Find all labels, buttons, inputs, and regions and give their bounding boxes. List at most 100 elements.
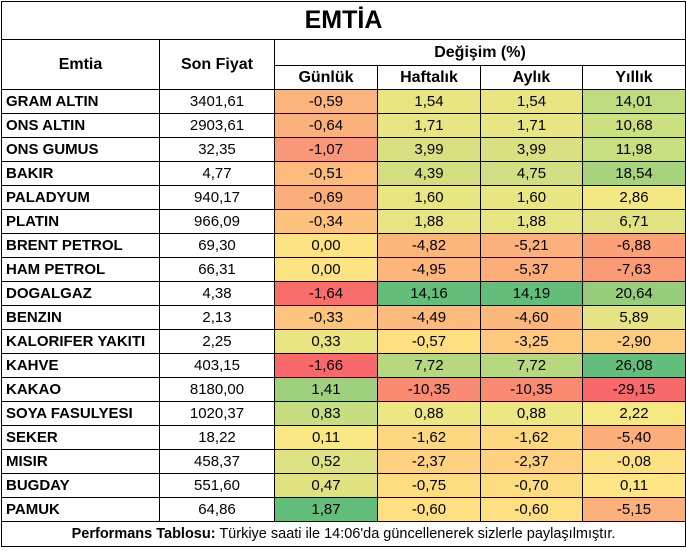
header-change: Değişim (%) — [273, 39, 686, 66]
daily-change-cell: 0,47 — [274, 473, 378, 498]
weekly-change-cell: 1,71 — [377, 113, 481, 138]
header-weekly: Haftalık — [377, 65, 481, 90]
monthly-change-cell: 1,71 — [480, 113, 583, 138]
footer-text: Türkiye saati ile 14:06'da güncellenerek… — [215, 526, 616, 542]
last-price-cell: 8180,00 — [159, 377, 275, 402]
table-row: PLATIN 966,09 -0,34 1,88 1,88 6,71 — [1, 209, 686, 234]
table-row: DOGALGAZ 4,38 -1,64 14,16 14,19 20,64 — [1, 281, 686, 306]
daily-change-cell: -0,64 — [274, 113, 378, 138]
monthly-change-cell: 4,75 — [480, 161, 583, 186]
daily-change-cell: -0,33 — [274, 305, 378, 330]
last-price-cell: 66,31 — [159, 257, 275, 282]
weekly-change-cell: -4,49 — [377, 305, 481, 330]
daily-change-cell: 1,87 — [274, 497, 378, 522]
table-row: BENZIN 2,13 -0,33 -4,49 -4,60 5,89 — [1, 305, 686, 330]
last-price-cell: 32,35 — [159, 137, 275, 162]
monthly-change-cell: 1,88 — [480, 209, 583, 234]
weekly-change-cell: 1,88 — [377, 209, 481, 234]
last-price-cell: 2,13 — [159, 305, 275, 330]
last-price-cell: 4,38 — [159, 281, 275, 306]
weekly-change-cell: -0,57 — [377, 329, 481, 354]
weekly-change-cell: -0,75 — [377, 473, 481, 498]
monthly-change-cell: -0,70 — [480, 473, 583, 498]
last-price-cell: 2903,61 — [159, 113, 275, 138]
commodity-name: KAKAO — [1, 377, 160, 402]
yearly-change-cell: 14,01 — [581, 89, 686, 114]
yearly-change-cell: 20,64 — [581, 281, 686, 306]
yearly-change-cell: 6,71 — [581, 209, 686, 234]
header-monthly: Aylık — [480, 65, 583, 90]
monthly-change-cell: 0,88 — [480, 401, 583, 426]
monthly-change-cell: 14,19 — [480, 281, 583, 306]
weekly-change-cell: -4,82 — [377, 233, 481, 258]
monthly-change-cell: -1,62 — [480, 425, 583, 450]
yearly-change-cell: 2,86 — [581, 185, 686, 210]
monthly-change-cell: -4,60 — [480, 305, 583, 330]
header-commodity: Emtia — [1, 39, 160, 90]
monthly-change-cell: 7,72 — [480, 353, 583, 378]
last-price-cell: 966,09 — [159, 209, 275, 234]
daily-change-cell: -1,07 — [274, 137, 378, 162]
daily-change-cell: 1,41 — [274, 377, 378, 402]
last-price-cell: 940,17 — [159, 185, 275, 210]
commodity-name: KALORIFER YAKITI — [1, 329, 160, 354]
last-price-cell: 1020,37 — [159, 401, 275, 426]
weekly-change-cell: -2,37 — [377, 449, 481, 474]
commodity-name: SEKER — [1, 425, 160, 450]
last-price-cell: 458,37 — [159, 449, 275, 474]
daily-change-cell: -0,51 — [274, 161, 378, 186]
yearly-change-cell: 11,98 — [581, 137, 686, 162]
table-row: SEKER 18,22 0,11 -1,62 -1,62 -5,40 — [1, 425, 686, 450]
yearly-change-cell: -0,08 — [581, 449, 686, 474]
table-row: BAKIR 4,77 -0,51 4,39 4,75 18,54 — [1, 161, 686, 186]
header-last-price: Son Fiyat — [159, 39, 275, 90]
table-row: ONS ALTIN 2903,61 -0,64 1,71 1,71 10,68 — [1, 113, 686, 138]
yearly-change-cell: -5,15 — [581, 497, 686, 522]
table-row: HAM PETROL 66,31 0,00 -4,95 -5,37 -7,63 — [1, 257, 686, 282]
table-row: ONS GUMUS 32,35 -1,07 3,99 3,99 11,98 — [1, 137, 686, 162]
yearly-change-cell: -6,88 — [581, 233, 686, 258]
monthly-change-cell: 3,99 — [480, 137, 583, 162]
table-row: KALORIFER YAKITI 2,25 0,33 -0,57 -3,25 -2,90 — [1, 329, 686, 354]
last-price-cell: 3401,61 — [159, 89, 275, 114]
yearly-change-cell: 18,54 — [581, 161, 686, 186]
yearly-change-cell: 0,11 — [581, 473, 686, 498]
header-daily: Günlük — [274, 65, 378, 90]
daily-change-cell: -0,34 — [274, 209, 378, 234]
daily-change-cell: 0,83 — [274, 401, 378, 426]
yearly-change-cell: -29,15 — [581, 377, 686, 402]
monthly-change-cell: 1,60 — [480, 185, 583, 210]
commodity-name: HAM PETROL — [1, 257, 160, 282]
weekly-change-cell: -1,62 — [377, 425, 481, 450]
commodity-name: KAHVE — [1, 353, 160, 378]
weekly-change-cell: 1,54 — [377, 89, 481, 114]
table-row: KAKAO 8180,00 1,41 -10,35 -10,35 -29,15 — [1, 377, 686, 402]
weekly-change-cell: 1,60 — [377, 185, 481, 210]
commodity-name: ONS GUMUS — [1, 137, 160, 162]
footer-note: Performans Tablosu: Türkiye saati ile 14… — [0, 521, 686, 547]
monthly-change-cell: -10,35 — [480, 377, 583, 402]
table-row: BUGDAY 551,60 0,47 -0,75 -0,70 0,11 — [1, 473, 686, 498]
weekly-change-cell: -4,95 — [377, 257, 481, 282]
daily-change-cell: 0,00 — [274, 233, 378, 258]
last-price-cell: 551,60 — [159, 473, 275, 498]
table-row: BRENT PETROL 69,30 0,00 -4,82 -5,21 -6,88 — [1, 233, 686, 258]
weekly-change-cell: 3,99 — [377, 137, 481, 162]
commodity-name: PLATIN — [1, 209, 160, 234]
weekly-change-cell: -10,35 — [377, 377, 481, 402]
commodity-name: BENZIN — [1, 305, 160, 330]
table-row: SOYA FASULYESI 1020,37 0,83 0,88 0,88 2,22 — [1, 401, 686, 426]
weekly-change-cell: 4,39 — [377, 161, 481, 186]
weekly-change-cell: -0,60 — [377, 497, 481, 522]
yearly-change-cell: 26,08 — [581, 353, 686, 378]
commodity-name: ONS ALTIN — [1, 113, 160, 138]
table-row: PAMUK 64,86 1,87 -0,60 -0,60 -5,15 — [1, 497, 686, 522]
daily-change-cell: -0,59 — [274, 89, 378, 114]
commodity-name: MISIR — [1, 449, 160, 474]
last-price-cell: 2,25 — [159, 329, 275, 354]
yearly-change-cell: 2,22 — [581, 401, 686, 426]
daily-change-cell: 0,00 — [274, 257, 378, 282]
daily-change-cell: -1,64 — [274, 281, 378, 306]
yearly-change-cell: -7,63 — [581, 257, 686, 282]
